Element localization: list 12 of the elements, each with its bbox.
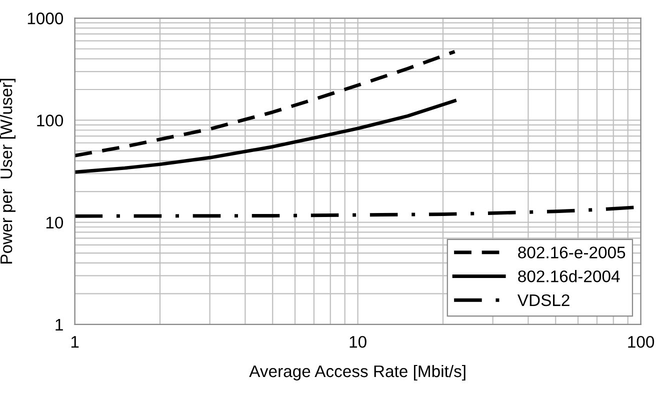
y-axis-title: Power per User [W/user] [0, 78, 16, 264]
legend-label: VDSL2 [517, 294, 570, 306]
y-tick-label: 100 [37, 114, 64, 126]
x-tick-label: 100 [628, 336, 654, 348]
y-tick-label: 10 [46, 216, 64, 229]
x-axis-title: Average Access Rate [Mbit/s] [249, 364, 466, 380]
y-tick-label: 1 [56, 318, 63, 330]
legend-label: 802.16d-2004 [518, 270, 620, 282]
y-tick-label: 1000 [28, 12, 64, 24]
x-tick-label: 1 [71, 336, 79, 348]
legend-label: 802.16-e-2005 [518, 246, 626, 258]
x-tick-label: 10 [350, 336, 366, 348]
